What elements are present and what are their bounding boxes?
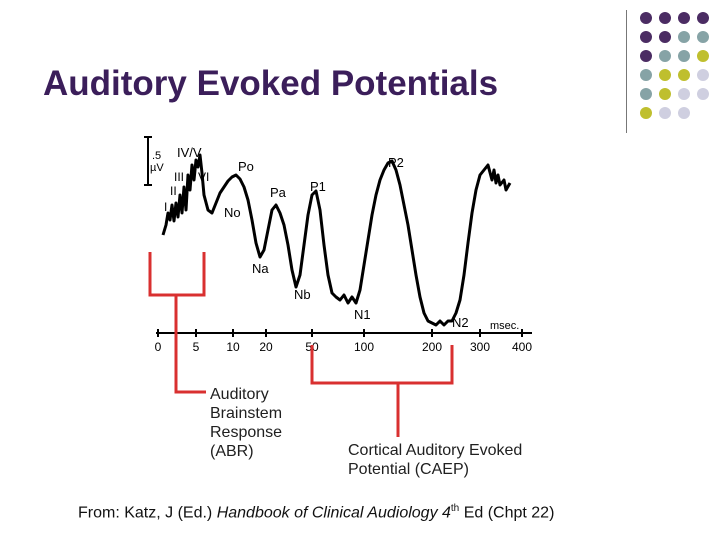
peak-label-nb: Nb xyxy=(294,287,311,302)
abr-label-line: (ABR) xyxy=(210,443,254,460)
peak-label-na: Na xyxy=(252,261,269,276)
abr-label-line: Response xyxy=(210,424,283,441)
peak-label-vi: VI xyxy=(198,170,209,184)
tick-label-5: 5 xyxy=(193,340,200,354)
source-prefix: From: Katz, J (Ed.) xyxy=(78,504,217,522)
decorative-dot-grid xyxy=(640,12,709,119)
source-book: Handbook of Clinical Audiology 4 xyxy=(216,504,451,522)
peak-label-no: No xyxy=(224,205,241,220)
scale-label-1: .5 xyxy=(152,150,161,162)
dot-row-3 xyxy=(640,50,709,62)
abr-label-line: Auditory xyxy=(210,386,269,403)
peak-label-n2: N2 xyxy=(452,315,469,330)
dot-row-2 xyxy=(640,31,709,43)
aep-waveform-figure: .5 µV IV/V I II III VI No Po Pa Na P1 Nb… xyxy=(144,136,532,354)
peak-label-ii: II xyxy=(170,184,177,198)
tick-label-20: 20 xyxy=(259,340,273,354)
peak-label-po: Po xyxy=(238,159,254,174)
caep-bracket xyxy=(310,345,454,437)
x-axis-unit: msec. xyxy=(490,320,519,332)
x-axis-ticks xyxy=(157,329,523,337)
tick-label-100: 100 xyxy=(354,340,374,354)
source-suffix: Ed (Chpt 22) xyxy=(459,504,555,522)
vertical-divider xyxy=(626,10,627,133)
peak-label-iv-v: IV/V xyxy=(177,145,202,160)
tick-label-10: 10 xyxy=(226,340,240,354)
tick-label-200: 200 xyxy=(422,340,442,354)
caep-label-line: Potential (CAEP) xyxy=(348,461,469,478)
source-citation: From: Katz, J (Ed.) Handbook of Clinical… xyxy=(78,503,554,522)
peak-label-n1: N1 xyxy=(354,307,371,322)
dot-row-6 xyxy=(640,107,690,119)
abr-label-line: Brainstem xyxy=(210,405,283,422)
scale-label-2: µV xyxy=(150,162,164,174)
scale-bar xyxy=(144,136,152,186)
peak-label-pa: Pa xyxy=(270,185,287,200)
dot-row-1 xyxy=(640,12,709,24)
tick-label-300: 300 xyxy=(470,340,490,354)
tick-label-400: 400 xyxy=(512,340,532,354)
peak-label-i: I xyxy=(164,200,167,214)
peak-label-p2: P2 xyxy=(388,155,404,170)
dot-row-4 xyxy=(640,69,709,81)
peak-label-p1: P1 xyxy=(310,179,326,194)
waveform-trace xyxy=(161,153,512,327)
caep-label: Cortical Auditory Evoked Potential (CAEP… xyxy=(348,441,568,479)
abr-label: Auditory Brainstem Response (ABR) xyxy=(210,385,320,461)
tick-label-0: 0 xyxy=(155,340,162,354)
source-sup: th xyxy=(450,503,460,514)
dot-row-5 xyxy=(640,88,709,100)
slide-title: Auditory Evoked Potentials xyxy=(43,64,499,103)
caep-label-line: Cortical Auditory Evoked xyxy=(348,442,523,459)
peak-label-iii: III xyxy=(174,170,184,184)
abr-bracket xyxy=(148,252,206,394)
